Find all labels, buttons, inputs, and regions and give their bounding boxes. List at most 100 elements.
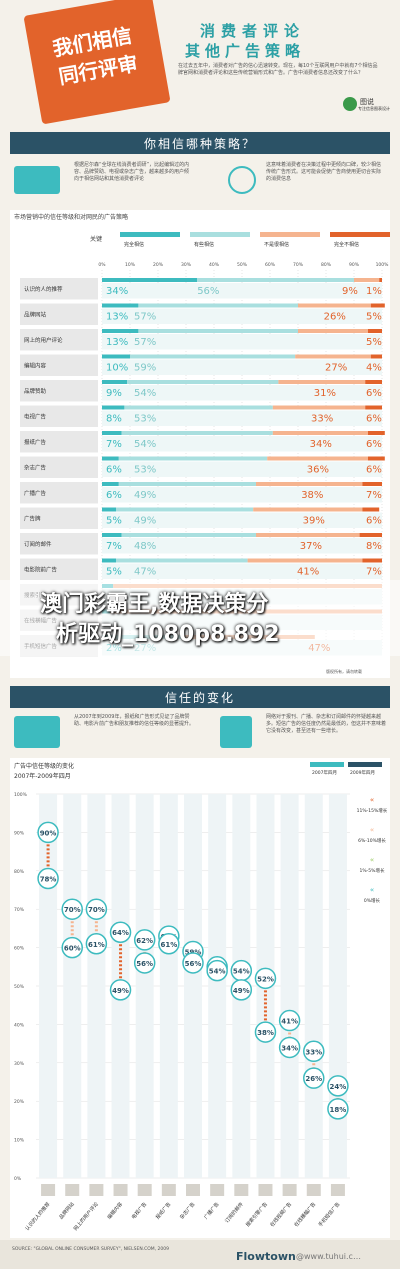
row-label-bg [20,558,98,580]
category-icon [89,1184,104,1196]
axis-tick-label: 30% [181,262,192,268]
footer-brand: Flowtown [236,1250,296,1263]
section2-band-title: 信任的变化 [164,691,235,705]
section2-notes: 从2007年到2009年，报纸和广告形式见证了品牌赞助、电影片前广告和朋友推荐的… [10,710,390,754]
label-complete: 7% [106,541,122,552]
label-2009: 41% [281,1018,298,1026]
y-tick-label: 30% [14,1061,25,1067]
label-some: 47% [134,567,156,578]
legend-label: 不是很相信 [264,241,289,248]
label-none: 5% [366,337,382,348]
trust-bar-notvery [298,329,368,333]
trust-bar-some [124,405,273,410]
point-2007 [327,1098,349,1120]
row-band [102,385,382,401]
axis-tick-label: 0% [98,262,106,268]
label-2009: 70% [64,906,81,914]
trust-bar-none [362,507,380,512]
label-some: 59% [134,363,156,374]
footer-watermark: @www.tuhui.c… [296,1252,361,1261]
trust-bar-none [368,431,385,435]
legend-swatch [120,232,180,237]
category-icon [282,1184,297,1196]
trust-bar-notvery [298,303,371,308]
label-none: 5% [366,312,382,323]
point-2009 [109,921,132,943]
label-2007: 49% [233,987,250,995]
trust-bar-none [368,329,382,333]
note-right: 这意味着消费者在决策过程中更倾向口碑，较少相信传统广告形式。这可能会促使广告商使… [266,162,382,182]
label-2007: 61% [88,941,105,949]
legend-swatch [190,232,250,237]
label-notvery: 37% [300,541,322,552]
label-none: 6% [366,516,382,527]
label-complete: 13% [106,337,128,348]
category-label: 编辑内容 [106,1201,124,1221]
row-label-bg [20,482,98,504]
trust-bar-notvery [272,405,366,410]
trust-bar-none [370,354,382,359]
label-none: 8% [366,541,382,552]
category-label: 认识的人的推荐 [24,1201,52,1232]
trust-bar-notvery [267,456,368,461]
row-label-bg [20,456,98,478]
label-2009: 52% [257,975,274,983]
label-2009: 33% [305,1048,322,1056]
label-2007: 56% [136,960,153,968]
column-band [87,794,106,1178]
category-icon [234,1184,249,1196]
category-icon [41,1184,56,1196]
category-label: 品牌网站 [58,1201,76,1221]
label-complete: 9% [106,388,122,399]
row-label: 广告牌 [24,514,41,522]
axis-tick-label: 10% [125,262,136,268]
row-label: 电视广告 [24,412,47,420]
trust-bar-complete [102,558,116,563]
axis-tick-label: 40% [209,262,220,268]
axis-tick-label: 20% [153,262,164,268]
category-icon [258,1184,273,1196]
trust-bar-none [379,278,382,282]
row-label: 网上的用户评论 [24,336,63,344]
point-2007 [303,1067,325,1089]
y-tick-label: 20% [14,1099,25,1105]
label-notvery: 41% [297,567,319,578]
label-2007: 60% [64,945,81,953]
row-band [102,410,382,426]
trust-bar-notvery [272,431,368,435]
growth-legend-label: 0%增长 [364,897,381,904]
label-2009: 64% [112,929,129,937]
point-2007 [37,867,59,890]
label-none: 6% [366,439,382,450]
label-complete: 5% [106,567,122,578]
point-2009 [61,898,83,920]
logo-text: 图说 [360,98,374,106]
label-notvery: 38% [301,490,323,501]
growth-legend-label: 11%-15%增长 [357,807,388,814]
row-label-bg [20,431,98,453]
trust-bar-none [362,482,382,486]
point-2007 [182,952,204,974]
label-notvery: 33% [311,414,333,425]
header-title-line1: 消费者评论 [200,22,306,40]
section1-notes: 根据尼尔森“全球在线消费者调研”，比起编辑过的内容、品牌赞助、电视或杂志广告，越… [10,156,390,204]
trust-bar-notvery [256,482,363,486]
trust-bar-complete [102,507,116,512]
y-tick-label: 90% [14,830,25,836]
label-2009: 54% [233,968,250,976]
row-band [102,308,382,324]
axis-tick-label: 60% [265,262,276,268]
overlay-line1: 澳门彩霸王,数据决策分 [40,592,269,617]
label-notvery: 26% [324,312,346,323]
category-label: 杂志广告 [178,1201,196,1221]
growth-arrow-icon: « [370,856,374,864]
trust-bar-notvery [354,278,380,282]
label-none: 1% [366,286,382,297]
row-band [102,538,382,554]
label-2007: 54% [209,968,226,976]
label-none: 6% [366,414,382,425]
footer-source: SOURCE: "GLOBAL ONLINE CONSUMER SURVEY",… [12,1247,169,1252]
y-tick-label: 10% [14,1138,25,1144]
point-2007 [133,952,156,974]
row-label-bg [20,303,98,325]
